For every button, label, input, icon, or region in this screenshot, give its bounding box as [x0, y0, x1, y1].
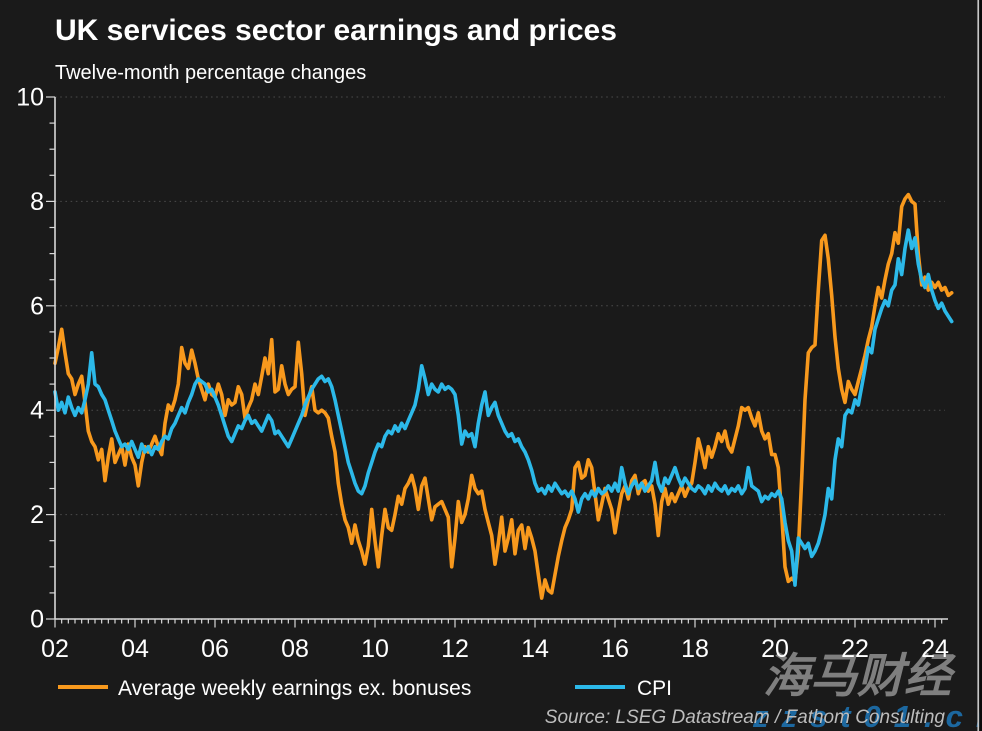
x-tick-label-18: 18 [681, 635, 709, 663]
x-tick-label-16: 16 [601, 635, 629, 663]
y-tick-label-8: 8 [30, 188, 44, 216]
watermark-url-text: zzst01.cn [752, 699, 982, 731]
window-right-edge [979, 0, 982, 731]
cpi-line [53, 228, 954, 587]
watermark-cjk-text: 海马财经 [763, 649, 956, 702]
earnings-line [53, 192, 954, 600]
page-title: UK services sector earnings and prices [55, 14, 617, 47]
axes [46, 96, 948, 628]
legend-earnings-label: Average weekly earnings ex. bonuses [118, 677, 471, 700]
x-tick-label-04: 04 [121, 635, 149, 663]
y-tick-label-4: 4 [30, 397, 44, 425]
source-credit: Source: LSEG Datastream / Fathom Consult… [545, 707, 946, 728]
window-right-border [977, 0, 980, 731]
x-tick-label-14: 14 [521, 635, 549, 663]
y-tick-label-10: 10 [16, 84, 44, 112]
chart-subtitle: Twelve-month percentage changes [55, 62, 366, 84]
y-tick-label-2: 2 [30, 501, 44, 529]
y-axis-tick-labels: 0 2 4 6 8 10 [16, 84, 44, 634]
legend-cpi-label: CPI [637, 677, 672, 700]
x-tick-label-08: 08 [281, 635, 309, 663]
y-tick-label-0: 0 [30, 606, 44, 634]
x-tick-label-12: 12 [441, 635, 469, 663]
data-series-lines [53, 192, 954, 600]
chart-legend: Average weekly earnings ex. bonuses CPI [58, 677, 672, 700]
x-tick-label-22: 22 [841, 635, 869, 663]
x-tick-label-06: 06 [201, 635, 229, 663]
y-tick-label-6: 6 [30, 292, 44, 320]
x-tick-label-20: 20 [761, 635, 789, 663]
x-axis-tick-labels: 02 04 06 08 10 12 14 16 18 20 22 24 [41, 635, 949, 663]
x-tick-label-24: 24 [921, 635, 949, 663]
x-tick-label-10: 10 [361, 635, 389, 663]
x-tick-label-02: 02 [41, 635, 69, 663]
